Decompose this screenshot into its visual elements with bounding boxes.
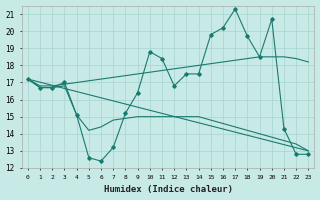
X-axis label: Humidex (Indice chaleur): Humidex (Indice chaleur): [104, 185, 233, 194]
